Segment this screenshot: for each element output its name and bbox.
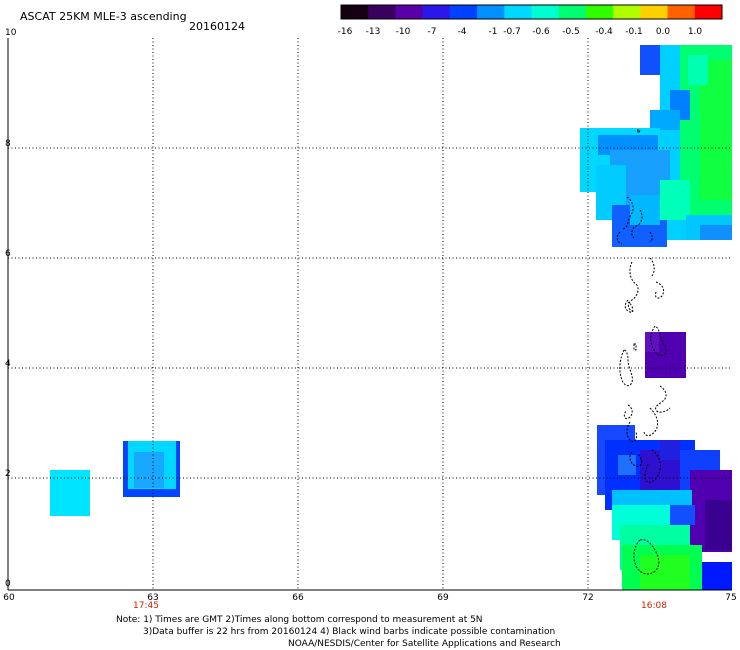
map-grid bbox=[8, 38, 732, 590]
x-tick-label: 75 bbox=[725, 593, 737, 603]
colorbar-swatch bbox=[449, 5, 478, 19]
colorbar-label: -7 bbox=[427, 27, 437, 37]
wind-data-cells bbox=[50, 45, 732, 590]
colorbar-swatch bbox=[531, 5, 560, 19]
x-tick-label: 66 bbox=[292, 593, 304, 603]
product-date: 20160124 bbox=[189, 20, 245, 33]
colorbar-swatch bbox=[504, 5, 532, 19]
coastline bbox=[616, 129, 671, 575]
colorbar-swatches bbox=[340, 4, 723, 20]
pass-time-label: 17:45 bbox=[133, 601, 159, 611]
colorbar-swatch bbox=[368, 5, 396, 19]
colorbar-swatch bbox=[613, 5, 641, 19]
y-tick-label: 6 bbox=[5, 249, 11, 259]
colorbar-label: -16 bbox=[337, 27, 353, 37]
product-title: ASCAT 25KM MLE-3 ascending bbox=[20, 10, 187, 23]
colorbar-label: -0.7 bbox=[503, 27, 521, 37]
colorbar-label: -0.4 bbox=[595, 27, 613, 37]
x-tick-label: 63 bbox=[147, 593, 159, 603]
colorbar-label: -13 bbox=[365, 27, 381, 37]
colorbar-swatch bbox=[341, 5, 369, 19]
colorbar-swatch bbox=[640, 5, 669, 19]
colorbar-label: -10 bbox=[395, 27, 411, 37]
footnote-line3: NOAA/NESDIS/Center for Satellite Applica… bbox=[288, 639, 561, 649]
colorbar-label: -0.5 bbox=[562, 27, 580, 37]
footnote-line1: Note: 1) Times are GMT 2)Times along bot… bbox=[116, 615, 483, 625]
colorbar-label: -0.6 bbox=[532, 27, 550, 37]
y-tick-label: 8 bbox=[5, 139, 11, 149]
pass-time-label: 16:08 bbox=[641, 601, 667, 611]
colorbar-label: -4 bbox=[457, 27, 467, 37]
colorbar-label: 0.0 bbox=[655, 27, 671, 37]
x-tick-label: 72 bbox=[582, 593, 594, 603]
colorbar-swatch bbox=[585, 5, 614, 19]
colorbar-swatch bbox=[667, 5, 696, 19]
y-tick-label: 0 bbox=[5, 579, 11, 589]
colorbar-swatch bbox=[558, 5, 587, 19]
x-tick-label: 69 bbox=[437, 593, 449, 603]
map-frame bbox=[7, 38, 732, 591]
colorbar-swatch bbox=[694, 5, 723, 19]
colorbar-swatch bbox=[395, 5, 424, 19]
y-tick-label: 2 bbox=[5, 469, 11, 479]
colorbar-swatch bbox=[422, 5, 451, 19]
y-tick-label: 4 bbox=[5, 359, 11, 369]
footnote-line2: 3)Data buffer is 22 hrs from 20160124 4)… bbox=[143, 627, 556, 637]
y-tick-label: 10 bbox=[5, 28, 17, 38]
colorbar-label: 1.0 bbox=[687, 27, 703, 37]
colorbar-swatch bbox=[477, 5, 505, 19]
colorbar-label: -0.1 bbox=[625, 27, 643, 37]
colorbar-label: -1 bbox=[488, 27, 498, 37]
x-tick-label: 60 bbox=[3, 593, 15, 603]
